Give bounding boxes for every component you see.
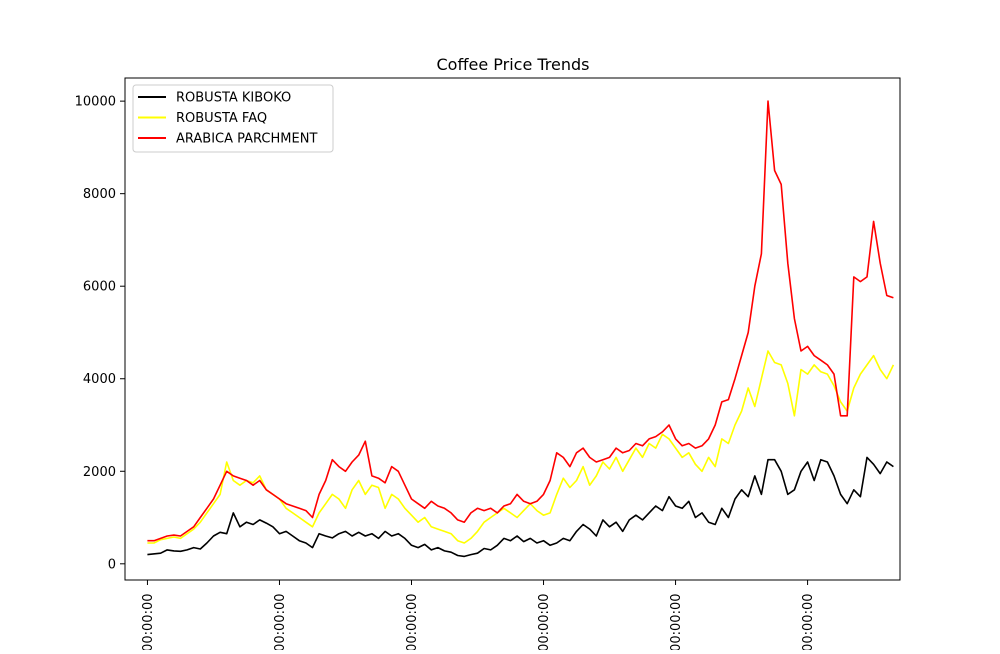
plot-area <box>147 100 895 558</box>
legend-label: ARABICA PARCHMENT <box>176 132 317 147</box>
series-line-0 <box>147 456 894 558</box>
x-tick-label: 00:00:00 <box>669 594 684 651</box>
y-tick-label: 6000 <box>83 280 116 295</box>
y-tick-label: 10000 <box>75 95 116 110</box>
x-tick-label: 00:00:00 <box>273 594 288 651</box>
series-line-2 <box>147 100 894 542</box>
y-tick-label: 8000 <box>83 187 116 202</box>
x-tick-label: 00:00:00 <box>141 594 156 651</box>
legend: ROBUSTA KIBOKO ROBUSTA FAQ ARABICA PARCHME… <box>132 84 334 153</box>
legend-label: ROBUSTA KIBOKO <box>176 91 291 106</box>
x-tick-label: 00:00:00 <box>801 594 816 651</box>
y-axis: 0 2000 4000 6000 8000 10000 <box>75 95 125 572</box>
y-tick-label: 2000 <box>83 465 116 480</box>
x-tick-label: 00:00:00 <box>405 594 420 651</box>
chart-title: Coffee Price Trends <box>437 55 590 74</box>
x-tick-label: 00:00:00 <box>537 594 552 651</box>
legend-label: ROBUSTA FAQ <box>176 111 267 126</box>
axes-frame <box>124 77 901 581</box>
y-tick-label: 4000 <box>83 372 116 387</box>
x-axis: 00:00:00 00:00:00 00:00:00 00:00:00 00:00:00… <box>141 580 816 652</box>
legend-box <box>132 84 334 153</box>
y-tick-label: 0 <box>108 557 116 572</box>
